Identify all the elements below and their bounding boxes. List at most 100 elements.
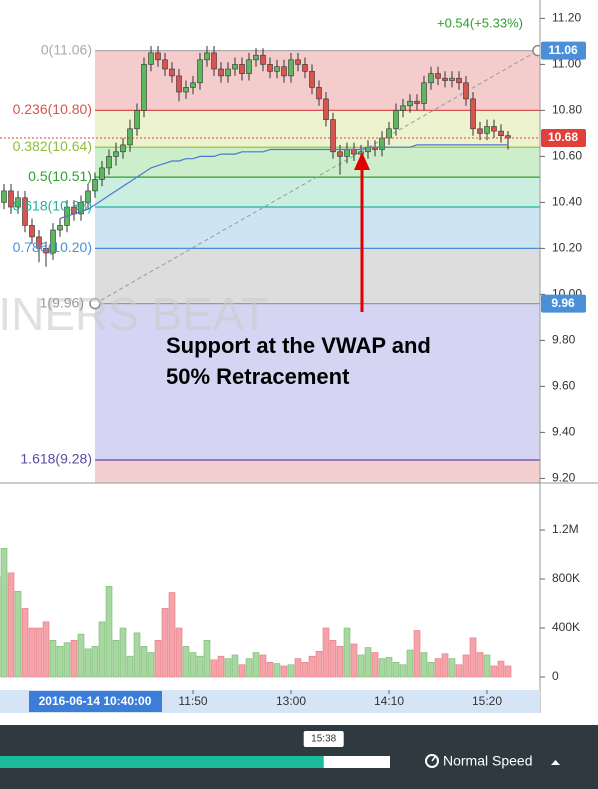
volume-bar (35, 627, 43, 678)
price-layer (0, 46, 540, 267)
playback: 15:38 (0, 731, 390, 768)
arrow-head (354, 152, 370, 170)
candle-body (491, 126, 497, 132)
candle-body (169, 68, 175, 77)
volume-bar (77, 633, 85, 678)
price-box (541, 294, 586, 313)
volume-bar (378, 658, 386, 678)
volume-bar (427, 662, 435, 678)
candle-body (358, 151, 364, 155)
candle-body (225, 68, 231, 77)
fib-label: 0(11.06) (41, 41, 92, 57)
volume-bar (490, 665, 498, 678)
candle-body (134, 110, 140, 130)
volume-bar (49, 639, 57, 678)
volume-bar (84, 648, 92, 678)
candle-body (36, 236, 42, 249)
time-tooltip-label: 15:38 (311, 734, 336, 745)
volume-bar (322, 627, 330, 678)
candle-body (106, 156, 112, 169)
volume-bar (42, 621, 50, 678)
volume-bar (399, 664, 407, 678)
candle-body (281, 66, 287, 77)
progress-fill (0, 756, 324, 768)
fib-label: 0.382(10.64) (13, 138, 92, 154)
candle-body (120, 144, 126, 153)
volume-bar (168, 592, 176, 678)
volume-bar (0, 548, 8, 678)
volume-bar (133, 632, 141, 678)
fib-label: 0.5(10.51) (28, 168, 92, 184)
y-tick-label: 1.2M (552, 522, 579, 536)
volume-bar (413, 630, 421, 678)
volume-bar (203, 639, 211, 678)
last-price-box (541, 129, 586, 147)
volume-bar (497, 660, 505, 678)
fib-zone (95, 177, 540, 207)
candle-body (351, 149, 357, 155)
volume-bar (434, 658, 442, 678)
candle-body (190, 82, 196, 88)
candle-body (316, 87, 322, 100)
volume-bar (364, 647, 372, 678)
fib-anchor (89, 297, 101, 310)
candle-body (407, 100, 413, 107)
volume-bar (476, 652, 484, 678)
volume-bar (245, 658, 253, 678)
candle-body (1, 190, 7, 203)
volume-bar (385, 657, 393, 678)
volume-bar (483, 654, 491, 678)
candle-body (218, 68, 224, 77)
annotation: Support at the VWAP and (166, 333, 431, 358)
volume-bar (343, 627, 351, 678)
volume-bar (469, 637, 477, 678)
price-box-label: 9.96 (551, 296, 575, 310)
volume-bar (210, 659, 218, 678)
vwap-line (59, 144, 508, 220)
speed-label[interactable]: Normal Speed (443, 753, 533, 769)
volume-bar (231, 654, 239, 678)
volume-bar (441, 653, 449, 678)
x-tick-label: 13:00 (276, 694, 306, 708)
volume-bar (217, 655, 225, 678)
candle-body (470, 98, 476, 130)
volume-bar (154, 639, 162, 678)
volume-bar (238, 664, 246, 678)
fib-zone (95, 207, 540, 249)
candle-body (162, 59, 168, 70)
fib-zone (95, 110, 540, 148)
volume-bar (63, 642, 71, 678)
candle-body (246, 59, 252, 74)
volume-layer (0, 548, 512, 678)
volume-bar (56, 646, 64, 678)
candle-body (8, 190, 14, 208)
volume-bar (28, 627, 36, 678)
volume-bar (189, 652, 197, 678)
volume-bar (329, 639, 337, 678)
crosshair-label: 2016-06-14 10:40:00 (39, 694, 152, 708)
speed-caret[interactable] (551, 760, 560, 765)
volume-bar (448, 658, 456, 678)
volume-bar (350, 643, 358, 678)
fib-trend (94, 50, 539, 305)
candle-body (274, 66, 280, 72)
candle-body (183, 87, 189, 93)
volume-bar (252, 652, 260, 678)
volume-bar (294, 658, 302, 678)
speed-icon[interactable] (425, 754, 439, 768)
volume-bar (126, 655, 134, 678)
volume-bar (392, 662, 400, 678)
candle-body (211, 52, 217, 70)
candle-body (15, 197, 21, 208)
candle-body (302, 64, 308, 72)
price-box-label: 11.06 (548, 43, 578, 57)
candle-body (260, 54, 266, 65)
fib-anchor (532, 44, 540, 57)
change-label: +0.54(+5.33%) (437, 15, 523, 30)
volume-bar (91, 646, 99, 678)
volume-bar (273, 663, 281, 678)
y-tick-label: 9.60 (552, 379, 576, 393)
candle-body (127, 128, 133, 146)
candle-body (344, 149, 350, 157)
